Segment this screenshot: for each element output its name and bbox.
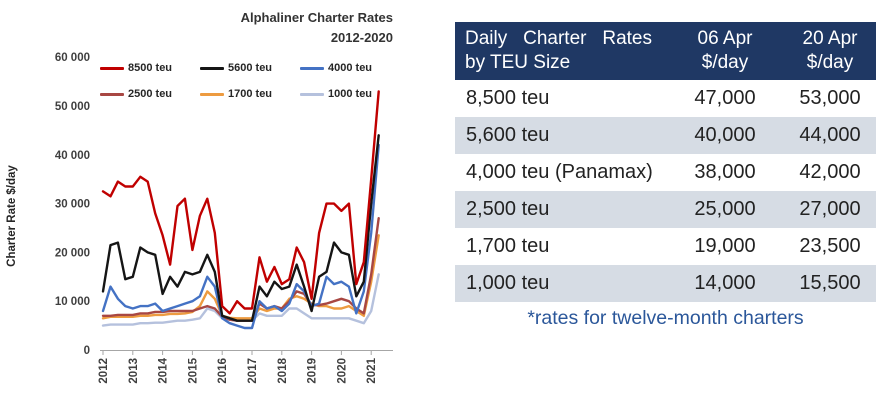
- table-row: 1,000 teu 14,000 15,500: [455, 264, 876, 302]
- legend-swatch-1000teu: [300, 92, 324, 96]
- legend-swatch-5600teu: [200, 66, 224, 70]
- svg-text:2012: 2012: [98, 358, 110, 384]
- svg-text:2019: 2019: [307, 358, 319, 384]
- row-label: 1,000 teu: [455, 264, 666, 302]
- header-teu-size-line1: Daily Charter Rates: [465, 28, 652, 49]
- legend-item-4000teu: 4000 teu: [300, 62, 400, 74]
- legend-label: 1700 teu: [228, 88, 273, 100]
- rate-20apr: 23,500: [799, 234, 861, 257]
- header-20-apr-line1: 20 Apr: [802, 28, 858, 49]
- row-label: 2,500 teu: [455, 190, 666, 228]
- chart-title: Alphaliner Charter Rates 2012-2020: [178, 8, 393, 47]
- table-row: 8,500 teu 47,000 53,000: [455, 80, 876, 117]
- legend-swatch-8500teu: [100, 66, 124, 70]
- header-20-apr-line2: $/day: [806, 51, 854, 73]
- legend-label: 2500 teu: [128, 88, 173, 100]
- header-20-apr: 20 Apr $/day: [784, 22, 876, 80]
- table-row: 1,700 teu 19,000 23,500: [455, 228, 876, 265]
- chart-title-line2: 2012-2020: [330, 29, 393, 45]
- table-footnote: *rates for twelve-month charters: [527, 306, 804, 329]
- header-teu-size: Daily Charter Rates by TEU Size: [455, 22, 666, 80]
- svg-text:2021: 2021: [366, 357, 378, 383]
- svg-text:2020: 2020: [336, 358, 348, 384]
- header-06-apr: 06 Apr $/day: [666, 22, 784, 80]
- svg-text:2016: 2016: [217, 358, 229, 384]
- svg-text:20 000: 20 000: [55, 247, 90, 259]
- svg-text:2018: 2018: [277, 357, 289, 383]
- rate-06apr: 25,000: [666, 190, 784, 228]
- table-header-row: Daily Charter Rates by TEU Size 06 Apr $…: [455, 22, 876, 80]
- legend-item-8500teu: 8500 teu: [100, 62, 200, 74]
- table-row: 4,000 teu (Panamax) 38,000 42,000: [455, 154, 876, 191]
- header-06-apr-line1: 06 Apr: [697, 28, 753, 49]
- rate-20apr: 42,000: [799, 160, 861, 183]
- svg-text:60 000: 60 000: [55, 52, 90, 64]
- table-row: 5,600 teu 40,000 44,000: [455, 116, 876, 154]
- row-label: 8,500 teu: [466, 86, 550, 109]
- legend-label: 8500 teu: [128, 62, 173, 74]
- rate-06apr: 14,000: [666, 264, 784, 302]
- rate-20apr: 53,000: [799, 86, 861, 109]
- svg-text:0: 0: [84, 345, 90, 357]
- charter-rates-table: Daily Charter Rates by TEU Size 06 Apr $…: [455, 22, 876, 302]
- rate-20apr: 15,500: [784, 264, 876, 302]
- svg-text:2017: 2017: [247, 358, 259, 384]
- legend-label: 5600 teu: [228, 62, 273, 74]
- legend-swatch-4000teu: [300, 66, 324, 70]
- legend-item-5600teu: 5600 teu: [200, 62, 300, 74]
- charter-rates-table-panel: Daily Charter Rates by TEU Size 06 Apr $…: [455, 22, 876, 330]
- rate-20apr: 44,000: [784, 116, 876, 154]
- svg-text:50 000: 50 000: [55, 101, 90, 113]
- svg-text:2013: 2013: [128, 358, 140, 384]
- chart-legend: 8500 teu 5600 teu 4000 teu 2500 teu 1700…: [100, 62, 405, 100]
- row-label: 4,000 teu (Panamax): [466, 160, 653, 183]
- svg-text:30 000: 30 000: [55, 199, 90, 211]
- row-label: 5,600 teu: [455, 116, 666, 154]
- svg-text:2015: 2015: [187, 357, 199, 383]
- legend-swatch-1700teu: [200, 92, 224, 96]
- rate-06apr: 40,000: [666, 116, 784, 154]
- legend-item-2500teu: 2500 teu: [100, 88, 200, 100]
- chart-title-line1: Alphaliner Charter Rates: [240, 10, 393, 25]
- legend-item-1000teu: 1000 teu: [300, 88, 400, 100]
- legend-label: 4000 teu: [328, 62, 373, 74]
- charter-rates-chart: Alphaliner Charter Rates 2012-2020 Chart…: [6, 8, 405, 384]
- legend-label: 1000 teu: [328, 88, 373, 100]
- table-row: 2,500 teu 25,000 27,000: [455, 190, 876, 228]
- legend-item-1700teu: 1700 teu: [200, 88, 300, 100]
- rate-06apr: 38,000: [694, 160, 756, 183]
- header-teu-size-line2: by TEU Size: [465, 51, 571, 73]
- rate-06apr: 19,000: [694, 234, 756, 257]
- header-06-apr-line2: $/day: [701, 51, 749, 73]
- svg-text:40 000: 40 000: [55, 150, 90, 162]
- svg-text:2014: 2014: [158, 357, 170, 383]
- svg-text:10 000: 10 000: [55, 296, 90, 308]
- rate-20apr: 27,000: [784, 190, 876, 228]
- row-label: 1,700 teu: [466, 234, 550, 257]
- legend-swatch-2500teu: [100, 92, 124, 96]
- line-chart-plot-area: 60 000 50 000 40 000 30 000 20 000 10 000 0 201…: [55, 52, 393, 384]
- rate-06apr: 47,000: [694, 86, 756, 109]
